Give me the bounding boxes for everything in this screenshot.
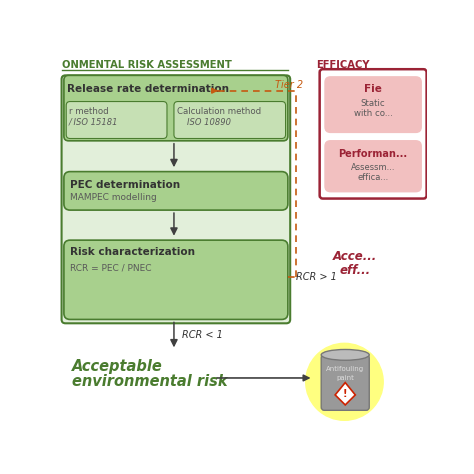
Text: Calculation method: Calculation method [177,107,261,116]
Text: r method: r method [69,107,108,116]
Text: ISO 10890: ISO 10890 [187,118,231,127]
Text: Tier 2: Tier 2 [275,80,303,90]
Text: eff...: eff... [340,264,371,277]
Text: with co...: with co... [354,109,392,118]
FancyBboxPatch shape [321,355,369,410]
Text: Acceptable: Acceptable [72,359,163,374]
Text: Acce...: Acce... [333,250,377,263]
Text: ONMENTAL RISK ASSESSMENT: ONMENTAL RISK ASSESSMENT [63,60,232,70]
Text: / ISO 15181: / ISO 15181 [69,118,118,127]
Text: Fie: Fie [364,84,382,94]
FancyBboxPatch shape [62,75,290,323]
FancyBboxPatch shape [174,101,285,138]
Text: !: ! [343,389,347,399]
Text: environmental risk: environmental risk [72,374,227,389]
FancyBboxPatch shape [324,76,422,133]
FancyBboxPatch shape [324,140,422,192]
Text: RCR > 1: RCR > 1 [296,272,337,282]
Text: Antifouling: Antifouling [326,366,365,373]
FancyBboxPatch shape [64,240,288,319]
Text: RCR = PEC / PNEC: RCR = PEC / PNEC [70,264,152,273]
Text: Static: Static [361,99,385,108]
Text: Risk characterization: Risk characterization [70,247,195,257]
Text: EFFICACY: EFFICACY [317,60,370,70]
Text: effica...: effica... [357,173,389,182]
Ellipse shape [321,349,369,360]
Text: Release rate determination: Release rate determination [67,84,229,94]
FancyBboxPatch shape [64,172,288,210]
Circle shape [306,343,383,420]
Polygon shape [335,383,356,405]
Text: PEC determination: PEC determination [70,180,180,190]
FancyBboxPatch shape [64,75,288,141]
FancyBboxPatch shape [319,69,427,199]
Text: RCR < 1: RCR < 1 [182,330,223,340]
Text: Assessm...: Assessm... [351,163,395,172]
Text: MAMPEC modelling: MAMPEC modelling [70,193,157,202]
Text: Performan...: Performan... [338,149,408,159]
FancyBboxPatch shape [66,101,167,138]
Text: paint: paint [336,375,354,381]
